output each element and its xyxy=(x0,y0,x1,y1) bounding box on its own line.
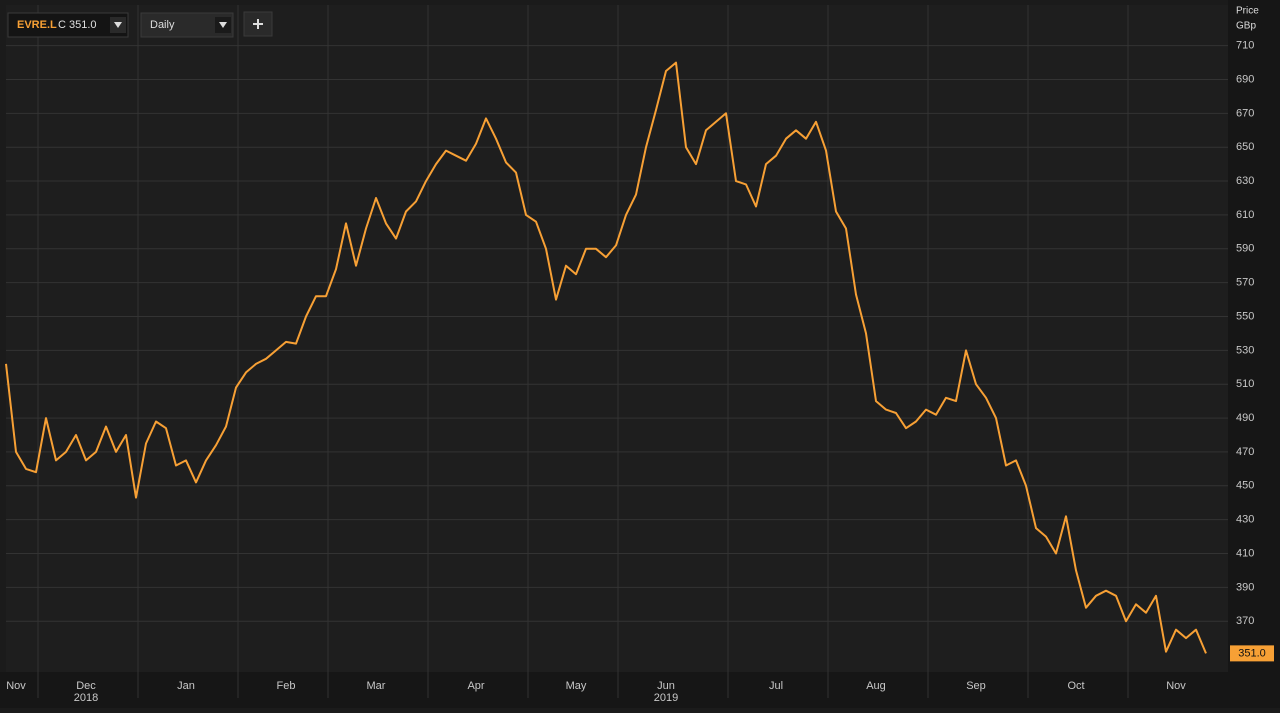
x-tick-label: Aug xyxy=(866,680,886,692)
x-tick-label: May xyxy=(566,680,587,692)
x-tick-label: Feb xyxy=(277,680,296,692)
y-tick-label: 390 xyxy=(1236,581,1254,593)
y-tick-label: 670 xyxy=(1236,107,1254,119)
plot-area xyxy=(6,5,1228,672)
x-year-label: 2018 xyxy=(74,692,98,704)
x-tick-label: Dec xyxy=(76,680,96,692)
dropdown-arrow xyxy=(114,22,122,28)
symbol: EVRE.L xyxy=(17,19,57,31)
x-tick-label: Jul xyxy=(769,680,783,692)
y-tick-label: 530 xyxy=(1236,344,1254,356)
symbol-box[interactable] xyxy=(7,12,129,38)
x-year-label: 2019 xyxy=(654,692,678,704)
x-tick-label: Mar xyxy=(367,680,386,692)
y-tick-label: 590 xyxy=(1236,243,1254,255)
y-tick-label: 430 xyxy=(1236,514,1254,526)
y-tick-label: 550 xyxy=(1236,310,1254,322)
price-line xyxy=(5,61,1207,654)
x-tick-label: Nov xyxy=(1166,680,1186,692)
x-tick-label: Oct xyxy=(1067,680,1084,692)
close-price: C 351.0 xyxy=(58,19,97,31)
last-price-box xyxy=(1230,645,1274,662)
marks xyxy=(5,61,1207,654)
y-axis-unit: GBp xyxy=(1236,21,1256,32)
x-tick-label: Nov xyxy=(6,680,26,692)
y-tick-label: 470 xyxy=(1236,446,1254,458)
x-tick-label: Jan xyxy=(177,680,195,692)
x-tick-label: Sep xyxy=(966,680,986,692)
y-axis-title: Price xyxy=(1236,6,1259,17)
plus-icon xyxy=(253,19,263,29)
y-axis-area xyxy=(1228,0,1280,708)
y-tick-label: 410 xyxy=(1236,547,1254,559)
y-tick-label: 690 xyxy=(1236,73,1254,85)
x-tick-label: Jun xyxy=(657,680,675,692)
x-axis-area xyxy=(0,672,1228,708)
y-tick-label: 510 xyxy=(1236,378,1254,390)
y-tick-label: 570 xyxy=(1236,277,1254,289)
y-tick-label: 710 xyxy=(1236,40,1254,52)
y-tick-label: 370 xyxy=(1236,615,1254,627)
y-tick-label: 630 xyxy=(1236,175,1254,187)
y-tick-label: 490 xyxy=(1236,412,1254,424)
x-tick-label: Apr xyxy=(467,680,484,692)
y-tick-label: 610 xyxy=(1236,209,1254,221)
y-tick-label: 450 xyxy=(1236,480,1254,492)
last-price-label: 351.0 xyxy=(1238,647,1266,659)
y-tick-label: 650 xyxy=(1236,141,1254,153)
dropdown-arrow xyxy=(219,22,227,28)
grid xyxy=(6,5,1228,672)
interval: Daily xyxy=(150,19,175,31)
